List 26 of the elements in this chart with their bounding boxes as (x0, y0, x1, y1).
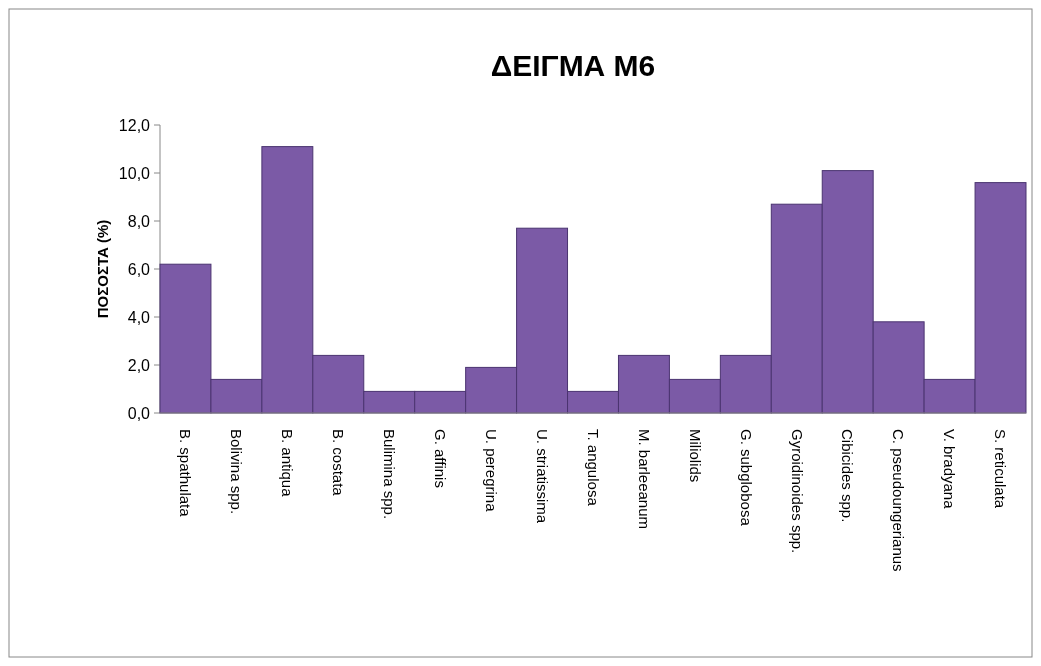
y-tick-label: 2,0 (127, 356, 151, 374)
y-tick-label: 4,0 (127, 308, 151, 326)
x-tick-label: B. spathulata (177, 429, 195, 518)
x-tick-label: M. barleeanum (635, 429, 653, 530)
y-tick-label: 6,0 (127, 260, 151, 278)
x-tick-label: Bolivina spp. (228, 429, 246, 515)
y-tick-label: 8,0 (127, 212, 151, 230)
x-tick-label: Gyroidinoides spp. (788, 429, 806, 554)
x-tick-label: B. antiqua (279, 429, 297, 498)
x-tick-label: B. costata (330, 429, 348, 497)
x-tick-label: G. subglobosa (737, 429, 755, 527)
x-tick-label: G. affinis (431, 429, 449, 488)
x-tick-label: S. reticulata (992, 429, 1010, 509)
y-tick-label: 12,0 (118, 116, 151, 134)
y-tick-label: 10,0 (118, 164, 151, 182)
x-tick-label: U. striatissima (533, 429, 551, 524)
x-tick-label: V. bradyana (941, 429, 959, 510)
x-tick-label: Bulimina spp. (380, 429, 398, 520)
y-tick-label: 0,0 (127, 404, 151, 422)
y-axis-title: ΠΟΣΟΣΤΑ (%) (94, 219, 111, 319)
x-tick-label: T. angulosa (584, 429, 602, 507)
chart-title: ΔΕΙΓΜΑ Μ6 (490, 49, 656, 82)
x-tick-label: U. peregrina (482, 429, 500, 513)
x-tick-label: Cibicides spp. (839, 429, 857, 523)
x-tick-label: C. pseudoungerianus (890, 429, 908, 572)
x-tick-label: Miliolids (686, 429, 704, 483)
